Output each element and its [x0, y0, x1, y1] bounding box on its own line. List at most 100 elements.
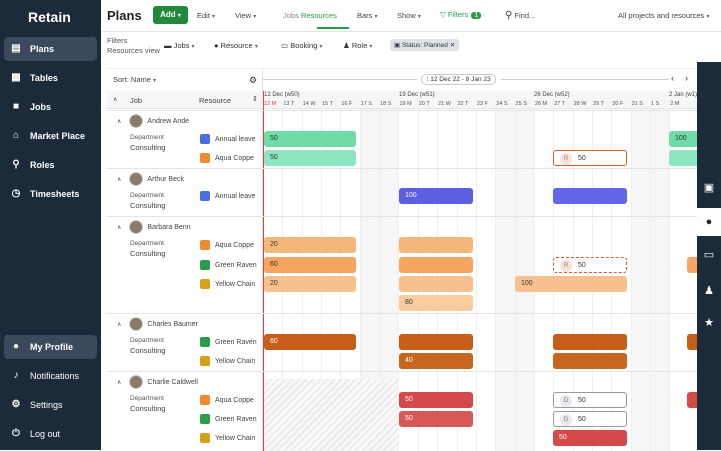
prev-icon[interactable]: ‹ — [671, 73, 674, 83]
resource-row[interactable]: Green Raven — [200, 414, 257, 424]
chevron-up-icon[interactable]: ∧ — [117, 118, 122, 125]
booking-bar[interactable] — [399, 237, 473, 253]
booking-bar[interactable] — [687, 334, 697, 350]
booking-bar[interactable]: 80 — [399, 295, 473, 311]
sidebar-item-notifications[interactable]: ♪ Notifications — [4, 364, 97, 388]
show-menu[interactable]: Show ▾ — [397, 11, 421, 20]
booking-bar[interactable] — [553, 353, 627, 369]
market-place-icon: ⌂ — [12, 130, 20, 141]
person-row[interactable]: ∧ Charlie Caldwell — [117, 375, 198, 389]
seg-jobs[interactable]: Jobs — [283, 11, 299, 20]
sidebar-item-jobs[interactable]: ■ Jobs — [4, 95, 97, 119]
scope-select[interactable]: All projects and resources ▾ — [618, 11, 709, 20]
resource-row[interactable]: Aqua Coppe — [200, 153, 254, 163]
booking-bar[interactable]: 50 — [553, 430, 627, 446]
chevron-up-icon[interactable]: ∧ — [117, 224, 122, 231]
resource-row[interactable]: Yellow Chain — [200, 279, 255, 289]
booking-bar[interactable]: 100 — [399, 188, 473, 204]
booking-bar[interactable]: R 50 — [553, 150, 627, 166]
jobs-filter[interactable]: ▬ Jobs ▾ — [164, 41, 195, 50]
person-row[interactable]: ∧ Charles Baumer — [117, 317, 198, 331]
day-label: 25 S — [515, 101, 527, 107]
user-icon[interactable]: ● — [697, 208, 721, 236]
resource-row[interactable]: Aqua Coppe — [200, 395, 254, 405]
booking-bar[interactable] — [687, 392, 697, 408]
sidebar-item-timesheets[interactable]: ◷ Timesheets — [4, 182, 97, 206]
booking-bar[interactable]: 20 — [264, 276, 356, 292]
scope-label: All projects and resources — [618, 11, 705, 20]
person-row[interactable]: ∧ Arthur Beck — [117, 172, 184, 186]
filters-button[interactable]: ▽ Filters 1 — [440, 10, 482, 19]
ticket-icon[interactable]: ▭ — [703, 249, 715, 261]
resource-row[interactable]: Yellow Chain — [200, 433, 255, 443]
seg-underline — [317, 27, 349, 29]
close-icon[interactable]: ✕ — [449, 42, 456, 49]
bars-menu[interactable]: Bars ▾ — [357, 11, 378, 20]
view-menu[interactable]: View ▾ — [235, 11, 256, 20]
gear-icon[interactable]: ⚙ — [249, 75, 258, 85]
sidebar-item-plans[interactable]: ▤ Plans — [4, 37, 97, 61]
booking-bar[interactable] — [399, 257, 473, 273]
row-divider — [107, 168, 697, 169]
booking-bar[interactable] — [399, 276, 473, 292]
booking-bar[interactable]: 50 — [264, 150, 356, 166]
role-filter[interactable]: ♟ Role ▾ — [343, 41, 372, 50]
booking-bar[interactable]: 50 — [399, 392, 473, 408]
col-resource[interactable]: Resource — [199, 96, 232, 105]
edit-menu[interactable]: Edit ▾ — [197, 11, 215, 20]
chevron-up-icon[interactable]: ∧ — [117, 321, 122, 328]
briefcase-icon[interactable]: ▣ — [703, 182, 715, 194]
seg-resources[interactable]: Resources — [301, 11, 337, 20]
date-range-picker[interactable]: ⁝ 12 Dec 22 - 8 Jan 23 — [421, 74, 496, 85]
bar-label: 100 — [675, 135, 687, 142]
sidebar-item-roles[interactable]: ⚲ Roles — [4, 153, 97, 177]
resource-row[interactable]: Aqua Coppe — [200, 240, 254, 250]
booking-bar[interactable]: D 50 — [553, 392, 627, 408]
sidebar-item-settings[interactable]: ⚙ Settings — [4, 393, 97, 417]
add-button[interactable]: Add ▾ — [153, 6, 188, 24]
sidebar-item-logout[interactable]: ⏻ Log out — [4, 422, 97, 446]
booking-filter[interactable]: ▭ Booking ▾ — [281, 41, 322, 50]
booking-bar[interactable]: 20 — [264, 237, 356, 253]
booking-bar[interactable]: 60 — [264, 334, 356, 350]
sidebar-item-market-place[interactable]: ⌂ Market Place — [4, 124, 97, 148]
person-name: Andrew Ande — [147, 117, 190, 125]
booking-bar[interactable]: D 50 — [553, 411, 627, 427]
booking-bar[interactable]: 50 — [399, 411, 473, 427]
day-label: 19 M — [399, 101, 412, 107]
booking-bar[interactable] — [687, 257, 697, 273]
next-icon[interactable]: › — [685, 73, 688, 83]
resource-row[interactable]: Yellow Chain — [200, 356, 255, 366]
collapse-all-icon[interactable]: ∧ — [113, 97, 118, 103]
resource-row[interactable]: Green Raven — [200, 260, 257, 270]
booking-bar[interactable]: 100 — [669, 131, 697, 147]
chevron-up-icon[interactable]: ∧ — [117, 379, 122, 386]
booking-bar[interactable]: 60 — [264, 257, 356, 273]
status-filter-chip[interactable]: ▣ Status: Planned ✕ — [390, 39, 460, 51]
booking-bar[interactable]: 50 — [264, 131, 356, 147]
booking-bar[interactable] — [399, 334, 473, 350]
booking-bar[interactable]: R 50 — [553, 257, 627, 273]
person-name: Charles Baumer — [147, 320, 198, 328]
role-icon[interactable]: ♟ — [704, 285, 714, 297]
resource-row[interactable]: Green Raven — [200, 337, 257, 347]
booking-bar[interactable]: 100 — [515, 276, 627, 292]
chevron-up-icon[interactable]: ∧ — [117, 176, 122, 183]
person-row[interactable]: ∧ Barbara Benn — [117, 220, 191, 234]
resource-row[interactable]: Annual leave — [200, 191, 255, 201]
sort-select[interactable]: Sort: Name ▾ — [113, 75, 156, 84]
booking-bar[interactable] — [553, 188, 627, 204]
booking-bar[interactable] — [553, 334, 627, 350]
grid-line — [669, 109, 671, 451]
resource-filter[interactable]: ● Resource ▾ — [214, 41, 258, 50]
person-row[interactable]: ∧ Andrew Ande — [117, 114, 189, 128]
resource-row[interactable]: Annual leave — [200, 134, 255, 144]
star-icon[interactable]: ★ — [704, 317, 714, 329]
booking-bar[interactable]: 40 — [399, 353, 473, 369]
sidebar-item-tables[interactable]: ▦ Tables — [4, 66, 97, 90]
find-button[interactable]: ⚲ Find... — [505, 10, 535, 21]
sidebar-item-my-profile[interactable]: ● My Profile — [4, 335, 97, 359]
booking-bar[interactable] — [669, 150, 697, 166]
sort-icon[interactable]: ⇕ — [252, 96, 258, 103]
week-label: 12 Dec (w50) — [264, 92, 300, 98]
